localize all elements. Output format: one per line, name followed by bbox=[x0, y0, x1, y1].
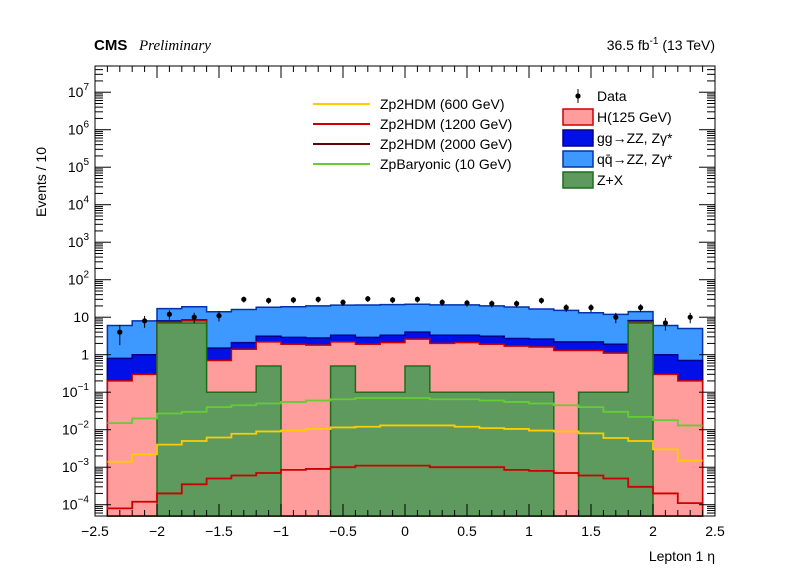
data-point bbox=[315, 296, 321, 302]
x-tick-label: −1 bbox=[273, 523, 289, 539]
y-tick-label: 10−3 bbox=[62, 457, 89, 475]
x-axis-label: Lepton 1 η bbox=[649, 548, 715, 564]
x-tick-label: 0 bbox=[401, 523, 409, 539]
data-point bbox=[588, 305, 594, 311]
legend-label: gg→ZZ, Zγ* bbox=[597, 130, 673, 146]
x-tick-label: −0.5 bbox=[329, 523, 357, 539]
legend-label: Zp2HDM (1200 GeV) bbox=[380, 116, 512, 132]
y-tick-label: 10−1 bbox=[62, 382, 89, 400]
legend-label: Data bbox=[597, 88, 627, 104]
y-tick-label: 10−2 bbox=[62, 420, 89, 438]
y-axis-label: Events / 10 bbox=[33, 147, 49, 217]
data-point bbox=[117, 329, 123, 335]
legend-swatch bbox=[562, 129, 594, 147]
legend-swatch bbox=[562, 171, 594, 189]
data-point bbox=[390, 297, 396, 303]
legend-label: Z+X bbox=[597, 172, 624, 188]
data-point bbox=[687, 314, 693, 320]
y-axis-ticks: 10−4 10−3 10−2 10−1 1 10 102 103 104 105 106 107 bbox=[62, 65, 715, 517]
y-tick-label: 106 bbox=[68, 120, 90, 138]
legend-label: H(125 GeV) bbox=[597, 109, 672, 125]
signal-curves bbox=[107, 397, 703, 510]
stack-z-x bbox=[107, 322, 703, 517]
legend-label: ZpBaryonic (10 GeV) bbox=[380, 156, 512, 172]
legend-label: qq̄→ZZ, Zγ* bbox=[597, 151, 673, 167]
data-points bbox=[117, 296, 693, 346]
data-point bbox=[489, 301, 495, 307]
x-tick-label: 1 bbox=[525, 523, 533, 539]
data-point bbox=[638, 305, 644, 311]
data-point bbox=[340, 299, 346, 305]
data-point bbox=[266, 297, 272, 304]
data-point bbox=[414, 296, 420, 302]
data-point bbox=[514, 301, 520, 307]
y-tick-label: 105 bbox=[68, 157, 90, 175]
y-tick-label: 1 bbox=[81, 347, 89, 363]
y-tick-label: 102 bbox=[68, 270, 90, 288]
signal-zpbaryonic-10-gev- bbox=[107, 397, 703, 427]
x-tick-label: −2 bbox=[149, 523, 165, 539]
legend-swatch bbox=[562, 108, 594, 126]
data-point bbox=[166, 311, 172, 317]
data-point bbox=[191, 314, 197, 320]
x-tick-label: −2.5 bbox=[81, 523, 109, 539]
x-tick-label: 2 bbox=[649, 523, 657, 539]
experiment-label: CMS bbox=[94, 37, 127, 54]
data-point bbox=[290, 297, 296, 303]
data-point bbox=[365, 296, 371, 302]
legend-label: Zp2HDM (2000 GeV) bbox=[380, 136, 512, 152]
y-tick-label: 104 bbox=[68, 195, 90, 213]
data-point bbox=[613, 314, 619, 320]
data-point bbox=[563, 305, 569, 311]
x-tick-label: 2.5 bbox=[705, 523, 725, 539]
legend-label: Zp2HDM (600 GeV) bbox=[380, 96, 504, 112]
x-tick-label: 0.5 bbox=[457, 523, 477, 539]
y-tick-label: 10 bbox=[73, 309, 89, 325]
x-axis-ticks: −2.5 −2 −1.5 −1 −0.5 0 0.5 1 1.5 2 2.5 bbox=[81, 66, 725, 539]
legend-swatch bbox=[562, 150, 594, 168]
data-point bbox=[464, 300, 470, 306]
x-tick-label: 1.5 bbox=[581, 523, 601, 539]
stacked-histograms bbox=[106, 303, 704, 517]
data-point bbox=[142, 318, 148, 324]
y-tick-label: 10−4 bbox=[62, 495, 89, 513]
y-tick-label: 107 bbox=[68, 82, 90, 100]
data-point bbox=[241, 296, 247, 302]
y-tick-label: 103 bbox=[68, 232, 90, 250]
legend-data-marker bbox=[575, 93, 581, 99]
data-point bbox=[538, 297, 545, 304]
status-label: Preliminary bbox=[138, 38, 211, 54]
data-point bbox=[439, 299, 445, 305]
signal-zp2hdm-600-gev- bbox=[107, 424, 703, 463]
x-tick-label: −1.5 bbox=[205, 523, 233, 539]
legend: Zp2HDM (600 GeV) Zp2HDM (1200 GeV) Zp2HDM … bbox=[313, 88, 673, 189]
signal-zp2hdm-1200-gev- bbox=[107, 464, 703, 510]
lumi-label: 36.5 fb-1 (13 TeV) bbox=[607, 36, 715, 53]
data-point bbox=[216, 313, 222, 319]
data-point bbox=[662, 320, 669, 326]
